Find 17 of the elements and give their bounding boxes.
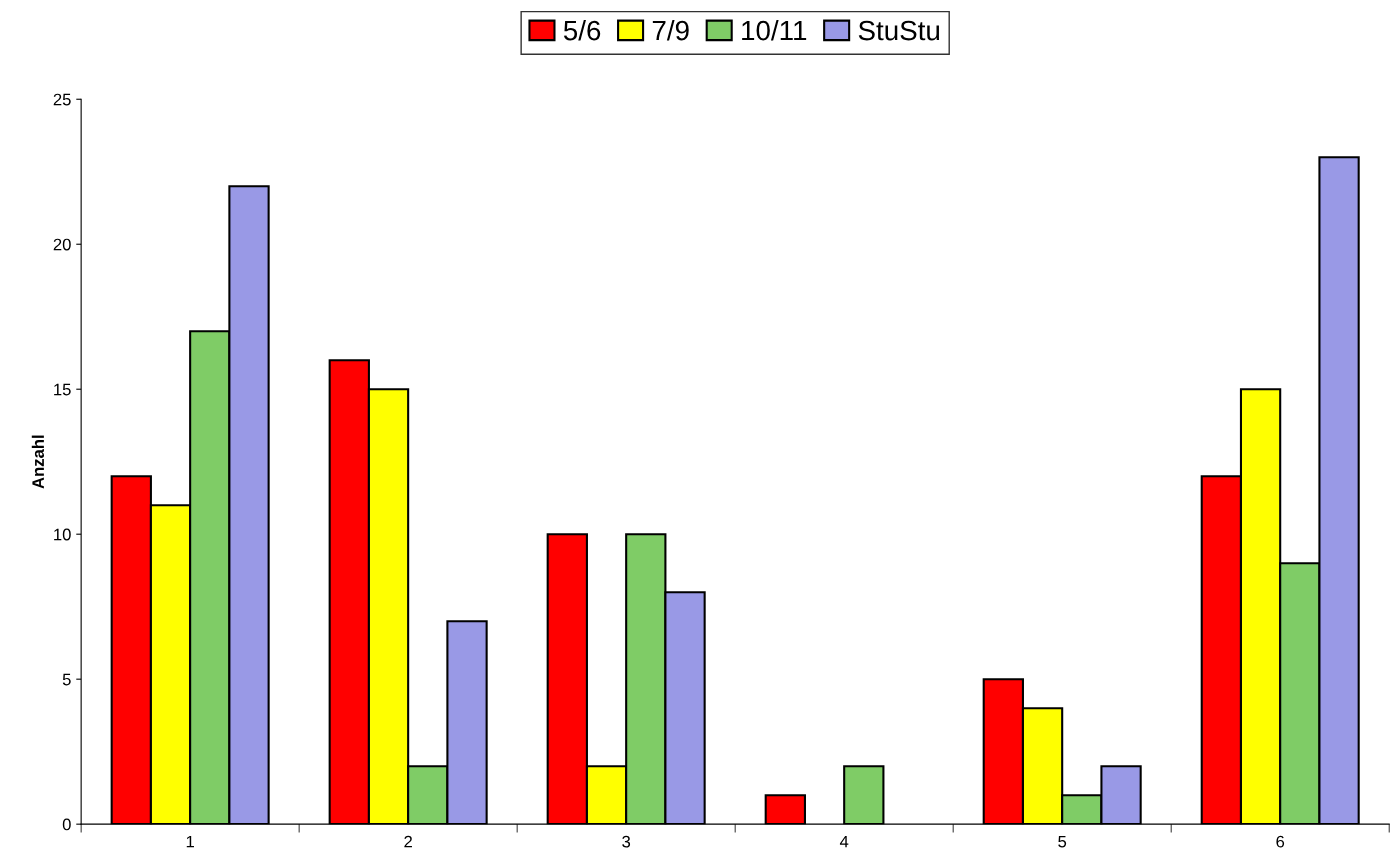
y-tick-label: 20 (53, 238, 71, 251)
x-tick-label: 4 (839, 835, 849, 848)
legend-label: 7/9 (652, 19, 689, 41)
legend-label: StuStu (858, 20, 940, 41)
x-tick-label: 5 (1058, 835, 1067, 848)
x-tick-label: 2 (404, 835, 412, 848)
y-axis-title: Anzahl (31, 435, 45, 489)
y-tick-label: 15 (54, 383, 71, 396)
y-tick-label: 25 (53, 93, 71, 106)
legend-label: 5/6 (563, 19, 601, 41)
y-tick-label: 5 (62, 673, 71, 686)
legend-label: 10/11 (742, 19, 807, 41)
x-tick-label: 6 (1276, 835, 1285, 848)
y-tick-label: 0 (62, 818, 71, 831)
x-tick-label: 1 (186, 835, 194, 848)
x-tick-label: 3 (622, 835, 631, 848)
y-tick-label: 10 (54, 528, 71, 541)
